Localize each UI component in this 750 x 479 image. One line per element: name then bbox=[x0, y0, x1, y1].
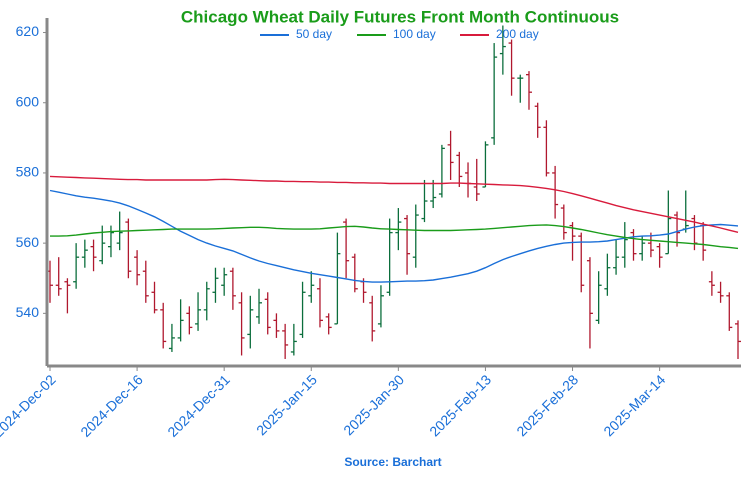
ohlc-bar bbox=[438, 144, 445, 198]
y-tick-label: 620 bbox=[16, 23, 40, 39]
y-tick-label: 580 bbox=[16, 164, 40, 180]
ohlc-bar bbox=[404, 215, 411, 275]
ohlc-bar bbox=[656, 243, 663, 268]
ohlc-bar bbox=[99, 225, 106, 265]
ohlc-bar bbox=[125, 218, 132, 279]
moving-average-line bbox=[50, 224, 739, 250]
ohlc-bar bbox=[491, 43, 498, 145]
ohlc-bar bbox=[238, 292, 245, 356]
ohlc-bar bbox=[613, 239, 620, 275]
ohlc-bar bbox=[229, 267, 236, 310]
ohlc-bar bbox=[377, 285, 384, 328]
ohlc-bar bbox=[134, 250, 141, 286]
ohlc-bar bbox=[508, 39, 515, 96]
ohlc-bar bbox=[290, 323, 297, 356]
ohlc-bar bbox=[525, 71, 532, 110]
legend-label: 100 day bbox=[393, 27, 436, 41]
moving-average-line bbox=[49, 189, 739, 283]
ohlc-bar bbox=[55, 257, 62, 296]
ohlc-bar bbox=[604, 253, 611, 296]
ohlc-bar bbox=[682, 190, 689, 233]
ohlc-bar bbox=[726, 292, 733, 331]
ohlc-bar bbox=[90, 239, 97, 272]
x-tick-label: 2025-Feb-13 bbox=[426, 371, 494, 439]
ohlc-bar bbox=[325, 313, 332, 335]
ohlc-bar bbox=[560, 204, 567, 240]
ohlc-bar bbox=[247, 295, 254, 349]
ohlc-bar bbox=[151, 281, 158, 314]
ohlc-bar bbox=[256, 288, 263, 324]
ohlc-bar bbox=[430, 179, 437, 209]
ohlc-bar bbox=[177, 299, 184, 342]
ohlc-bar bbox=[473, 158, 480, 202]
y-tick-label: 540 bbox=[16, 304, 40, 320]
ohlc-bar bbox=[386, 218, 393, 296]
ohlc-bar bbox=[552, 165, 559, 219]
ohlc-bar bbox=[64, 278, 71, 314]
ohlc-bar bbox=[81, 239, 88, 268]
ohlc-bar bbox=[595, 271, 602, 324]
ohlc-bar bbox=[212, 267, 219, 303]
ohlc-bar bbox=[412, 204, 419, 268]
ohlc-bar bbox=[299, 281, 306, 338]
ohlc-bar bbox=[351, 253, 358, 293]
ohlc-bar bbox=[421, 179, 428, 223]
ohlc-bar bbox=[273, 313, 280, 338]
ohlc-bar bbox=[334, 232, 341, 325]
source-note: Source: Barchart bbox=[344, 455, 441, 469]
ohlc-bar bbox=[168, 323, 175, 352]
ohlc-bar bbox=[308, 271, 315, 303]
ohlc-bar bbox=[674, 211, 681, 247]
ohlc-bar bbox=[586, 257, 593, 349]
ohlc-bar bbox=[456, 151, 463, 187]
moving-average-line bbox=[49, 175, 739, 233]
ohlc-bar bbox=[369, 295, 376, 342]
ohlc-bar bbox=[517, 74, 524, 103]
ohlc-bar bbox=[665, 190, 672, 255]
x-tick-label: 2024-Dec-31 bbox=[164, 371, 233, 440]
ohlc-bar bbox=[647, 232, 654, 258]
ohlc-bar bbox=[735, 320, 741, 359]
ohlc-bar bbox=[316, 278, 323, 328]
ohlc-bar bbox=[73, 243, 80, 289]
ohlc-bar bbox=[621, 222, 628, 268]
y-tick-label: 600 bbox=[16, 93, 40, 109]
legend-label: 50 day bbox=[296, 27, 332, 41]
ohlc-bar bbox=[221, 267, 228, 296]
ohlc-bar bbox=[691, 215, 698, 251]
ohlc-bar bbox=[195, 292, 202, 331]
y-tick-label: 560 bbox=[16, 234, 40, 250]
x-tick-label: 2024-Dec-02 bbox=[0, 371, 59, 440]
ohlc-bar bbox=[160, 302, 167, 349]
x-tick-label: 2025-Jan-15 bbox=[253, 371, 320, 438]
ohlc-bar bbox=[282, 323, 289, 359]
x-tick-label: 2025-Feb-28 bbox=[513, 371, 581, 439]
ohlc-bar bbox=[700, 222, 707, 261]
ohlc-bar bbox=[499, 25, 506, 75]
ohlc-bar bbox=[107, 225, 114, 258]
chart-title: Chicago Wheat Daily Futures Front Month … bbox=[181, 7, 619, 26]
ohlc-bar bbox=[264, 292, 271, 335]
ohlc-bar bbox=[708, 271, 715, 296]
ohlc-bar bbox=[482, 141, 489, 188]
x-tick-label: 2025-Mar-14 bbox=[600, 371, 668, 439]
ohlc-bar bbox=[203, 281, 210, 321]
ohlc-bar bbox=[186, 306, 193, 335]
ohlc-bar bbox=[630, 229, 637, 261]
ohlc-bar bbox=[465, 162, 472, 198]
ohlc-bar bbox=[543, 120, 550, 177]
ohlc-bar bbox=[534, 102, 541, 138]
legend-label: 200 day bbox=[496, 27, 539, 41]
ohlc-bar bbox=[717, 281, 724, 303]
ohlc-bar bbox=[142, 260, 149, 303]
ohlc-bar bbox=[343, 218, 350, 279]
x-tick-label: 2025-Jan-30 bbox=[340, 371, 407, 438]
ohlc-bar bbox=[447, 130, 454, 180]
x-tick-label: 2024-Dec-16 bbox=[77, 371, 146, 440]
